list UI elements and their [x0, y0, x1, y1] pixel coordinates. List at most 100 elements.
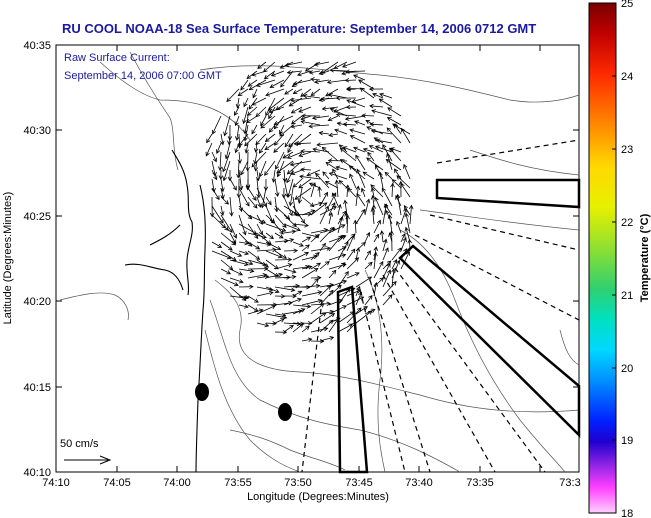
- current-vector: [256, 286, 273, 291]
- current-vector-head: [318, 130, 324, 136]
- current-vector: [296, 133, 312, 146]
- current-vector: [255, 142, 258, 153]
- current-vector: [301, 291, 322, 297]
- current-vector: [345, 79, 357, 81]
- current-vector-head: [297, 199, 303, 204]
- current-vector-head: [373, 137, 379, 142]
- channel-polygon: [435, 178, 581, 209]
- sector-line: [394, 267, 546, 473]
- current-vector-head: [290, 170, 296, 176]
- current-vector: [244, 133, 258, 147]
- current-vector-head: [251, 129, 256, 135]
- current-vector: [274, 214, 287, 228]
- current-vector: [248, 79, 258, 87]
- current-vector: [292, 196, 297, 216]
- current-vector: [346, 185, 349, 198]
- current-vector: [345, 70, 366, 73]
- current-vector: [229, 196, 233, 216]
- current-vector-head: [400, 127, 405, 133]
- current-vector: [265, 273, 283, 279]
- current-vector: [238, 214, 246, 235]
- current-vector-head: [206, 138, 211, 144]
- current-vector-head: [300, 119, 306, 125]
- current-vector: [229, 223, 237, 239]
- current-vector-head: [216, 149, 221, 154]
- current-vector-head: [341, 262, 346, 267]
- current-vector: [236, 124, 240, 141]
- current-vector: [355, 276, 372, 288]
- current-vector-head: [323, 191, 328, 197]
- current-vector: [310, 229, 328, 234]
- current-vector-head: [290, 120, 296, 125]
- current-vector-head: [338, 180, 344, 185]
- current-vector-head: [353, 219, 358, 225]
- current-vector-head: [219, 219, 224, 224]
- current-vector: [247, 304, 259, 312]
- current-vector: [305, 61, 321, 72]
- current-vector-head: [248, 105, 253, 110]
- current-vector: [256, 249, 277, 252]
- current-vector: [287, 178, 294, 198]
- current-vector: [220, 277, 239, 286]
- current-vector: [325, 88, 339, 97]
- current-vector: [369, 145, 384, 153]
- current-vector: [265, 223, 286, 232]
- current-vector: [310, 312, 327, 324]
- current-vector-head: [339, 159, 345, 164]
- current-vector-head: [291, 269, 297, 274]
- current-vector: [274, 286, 295, 291]
- current-vector-head: [291, 229, 297, 235]
- current-vector: [273, 169, 276, 183]
- current-vector: [400, 233, 406, 243]
- current-vector-head: [265, 92, 270, 97]
- current-vector: [211, 151, 217, 162]
- current-vector: [373, 252, 377, 270]
- current-vector: [284, 133, 294, 148]
- current-vector-head: [307, 321, 313, 326]
- current-vector-head: [233, 281, 239, 287]
- current-vector-head: [367, 151, 372, 157]
- current-vector-head: [218, 175, 224, 180]
- current-vector: [364, 309, 376, 315]
- current-vector-head: [389, 147, 394, 153]
- current-vector: [384, 172, 393, 180]
- current-vector: [382, 247, 389, 261]
- current-vector-head: [335, 112, 341, 117]
- current-vector: [291, 106, 303, 114]
- current-vector: [319, 192, 328, 207]
- current-vector: [222, 151, 231, 172]
- current-vector-head: [212, 157, 217, 163]
- current-vector-head: [220, 194, 225, 200]
- current-vector: [211, 178, 215, 192]
- current-vector-head: [310, 209, 316, 214]
- current-vector: [382, 204, 387, 225]
- current-vector: [340, 148, 357, 162]
- current-vector-head: [217, 166, 223, 171]
- current-vector-head: [313, 62, 319, 67]
- current-vector-head: [264, 263, 269, 268]
- current-vector-head: [292, 293, 297, 299]
- current-vector: [229, 178, 237, 191]
- current-vector: [363, 148, 375, 153]
- current-vector: [238, 133, 249, 146]
- current-vector: [274, 205, 290, 220]
- current-vector: [400, 128, 411, 144]
- current-vector-head: [394, 168, 399, 174]
- current-vector-head: [296, 227, 301, 232]
- current-vector: [355, 209, 366, 225]
- current-vector-head: [224, 226, 230, 231]
- current-vector-head: [330, 313, 336, 318]
- current-vector: [369, 105, 384, 108]
- current-vector: [301, 338, 312, 342]
- current-vector: [319, 227, 335, 243]
- current-vector: [283, 214, 297, 227]
- current-vector: [319, 336, 334, 342]
- current-vector-head: [282, 254, 288, 259]
- channel-polygon: [398, 244, 581, 438]
- current-vector-head: [374, 164, 380, 170]
- current-vector-head: [361, 113, 366, 118]
- current-vector-head: [355, 185, 361, 191]
- current-vector: [280, 70, 294, 88]
- current-vector-head: [222, 176, 227, 182]
- current-vector-head: [386, 152, 391, 158]
